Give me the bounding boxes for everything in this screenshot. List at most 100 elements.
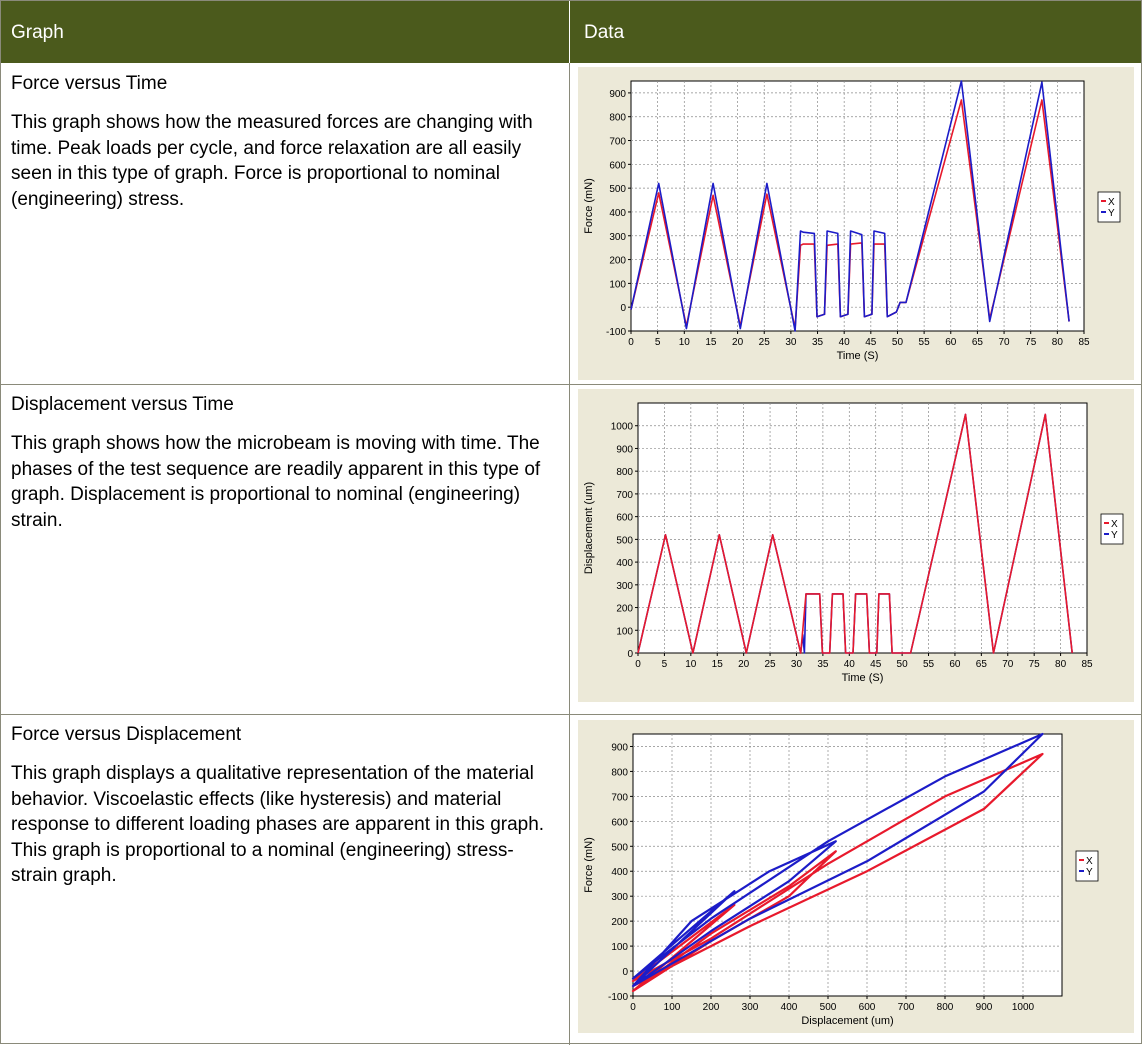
x-tick-label: 10 [679, 337, 691, 348]
x-tick-label: 85 [1078, 337, 1090, 348]
x-axis-label: Time (S) [842, 672, 884, 684]
x-tick-label: 70 [1002, 659, 1014, 670]
series-line-y [631, 732, 1044, 988]
y-tick-label: 0 [627, 649, 633, 660]
x-tick-label: 15 [705, 337, 717, 348]
series-line-x [631, 752, 1044, 993]
row-title: Force versus Time [11, 73, 168, 94]
y-tick-label: 200 [609, 256, 626, 267]
y-tick-label: 900 [609, 89, 626, 100]
column-divider [569, 63, 570, 1045]
y-tick-label: 800 [609, 113, 626, 124]
row-divider [1, 384, 1141, 385]
chart-svg: 0 100 200 300 400 500 600 700 800 900 1000-1000100… [583, 732, 1099, 1027]
y-tick-label: 400 [616, 558, 633, 569]
x-tick-label: 40 [844, 659, 856, 670]
y-tick-label: 400 [611, 867, 628, 878]
x-tick-label: 35 [817, 659, 829, 670]
x-tick-label: 200 [703, 1002, 720, 1013]
x-tick-label: 900 [976, 1002, 993, 1013]
x-tick-label: 20 [738, 659, 750, 670]
x-tick-label: 85 [1081, 659, 1093, 670]
x-tick-label: 50 [892, 337, 904, 348]
x-tick-label: 10 [685, 659, 697, 670]
legend-box [1100, 513, 1124, 545]
y-tick-label: 100 [611, 942, 628, 953]
x-tick-label: 5 [655, 337, 661, 348]
legend-label-x: X [1108, 197, 1115, 208]
y-tick-label: 200 [611, 917, 628, 928]
x-tick-label: 100 [664, 1002, 681, 1013]
y-tick-label: 800 [616, 467, 633, 478]
y-axis-label: Force (mN) [583, 837, 595, 893]
header-data: Data [584, 22, 625, 43]
row-description: This graph displays a qualitative repres… [11, 763, 545, 886]
y-tick-label: -100 [608, 992, 628, 1003]
x-tick-label: 60 [945, 337, 957, 348]
y-tick-label: 0 [622, 967, 628, 978]
legend-box [1075, 850, 1099, 882]
x-tick-label: 20 [732, 337, 744, 348]
x-tick-label: 30 [785, 337, 797, 348]
series-line-y [630, 80, 1070, 332]
y-tick-label: 600 [616, 513, 633, 524]
x-tick-label: 50 [897, 659, 909, 670]
header-separator [569, 1, 570, 63]
plot-area [637, 402, 1088, 654]
row-description: This graph shows how the measured forces… [11, 112, 533, 210]
x-tick-label: 300 [742, 1002, 759, 1013]
y-tick-label: 700 [611, 792, 628, 803]
x-tick-label: 25 [764, 659, 776, 670]
x-tick-label: 35 [812, 337, 824, 348]
x-tick-label: 800 [937, 1002, 954, 1013]
row-force-time: Force versus Time This graph shows how t… [11, 64, 556, 212]
row-divider [1, 714, 1141, 715]
y-tick-label: 900 [616, 444, 633, 455]
row-force-displacement: Force versus Displacement This graph dis… [11, 715, 556, 889]
y-tick-label: 700 [609, 137, 626, 148]
x-tick-label: 45 [870, 659, 882, 670]
y-tick-label: -100 [606, 327, 626, 338]
chart-displacement-time: 0 5 10 15 20 25 30 35 40 45 50 55 60 65 70 75 80 85 0 100 20… [578, 389, 1134, 702]
chart-force-displacement: 0 100 200 300 400 500 600 700 800 900 1000 -100 0 100… [578, 720, 1134, 1033]
legend-label-x: X [1086, 856, 1093, 867]
x-tick-label: 65 [972, 337, 984, 348]
chart-svg: 0 5 10 15 20 25 30 35 40 45 50 55 60 65 70 75 80 85-10001… [583, 80, 1121, 362]
x-tick-label: 60 [949, 659, 961, 670]
x-tick-label: 45 [865, 337, 877, 348]
x-tick-label: 1000 [1012, 1002, 1035, 1013]
chart-svg: 0 5 10 15 20 25 30 35 40 45 50 55 60 65 70 75 80 85 0 100 20… [583, 402, 1124, 684]
x-tick-label: 5 [662, 659, 668, 670]
x-tick-label: 70 [998, 337, 1010, 348]
table-header: Graph Data [1, 1, 1141, 63]
x-tick-label: 55 [919, 337, 931, 348]
plot-area [630, 80, 1085, 332]
x-tick-label: 25 [759, 337, 771, 348]
y-tick-label: 900 [611, 742, 628, 753]
x-tick-label: 600 [859, 1002, 876, 1013]
x-tick-label: 55 [923, 659, 935, 670]
y-tick-label: 100 [609, 279, 626, 290]
row-title: Force versus Displacement [11, 724, 242, 745]
y-tick-label: 500 [609, 184, 626, 195]
y-tick-label: 500 [616, 535, 633, 546]
y-tick-label: 1000 [611, 422, 634, 433]
legend-box [1097, 191, 1121, 223]
x-tick-label: 0 [630, 1002, 636, 1013]
y-tick-label: 100 [616, 626, 633, 637]
y-tick-label: 500 [611, 842, 628, 853]
x-tick-label: 30 [791, 659, 803, 670]
x-tick-label: 75 [1029, 659, 1041, 670]
chart-force-time: 0 5 10 15 20 25 30 35 40 45 50 55 60 65 70 75 80 85 -100 0 1… [578, 67, 1134, 380]
legend-label-y: Y [1111, 530, 1118, 541]
plot-area [632, 733, 1063, 997]
x-tick-label: 40 [839, 337, 851, 348]
legend-label-y: Y [1108, 208, 1115, 219]
legend-label-x: X [1111, 519, 1118, 530]
row-description: This graph shows how the microbeam is mo… [11, 433, 541, 531]
y-tick-label: 800 [611, 767, 628, 778]
row-title: Displacement versus Time [11, 394, 234, 415]
y-tick-label: 700 [616, 490, 633, 501]
x-tick-label: 400 [781, 1002, 798, 1013]
